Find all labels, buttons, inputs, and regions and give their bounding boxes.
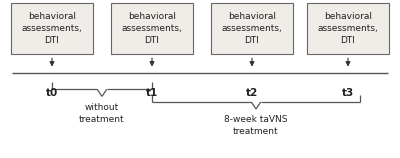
Text: 8-week taVNS
treatment: 8-week taVNS treatment [224,115,288,136]
FancyBboxPatch shape [111,3,193,54]
FancyBboxPatch shape [211,3,293,54]
FancyBboxPatch shape [11,3,93,54]
Text: behavioral
assessments,
DTI: behavioral assessments, DTI [122,12,182,45]
Text: behavioral
assessments,
DTI: behavioral assessments, DTI [318,12,378,45]
Text: without
treatment: without treatment [79,103,125,124]
Text: t0: t0 [46,88,58,98]
FancyBboxPatch shape [307,3,389,54]
Text: behavioral
assessments,
DTI: behavioral assessments, DTI [222,12,282,45]
Text: t2: t2 [246,88,258,98]
Text: t3: t3 [342,88,354,98]
Text: behavioral
assessments,
DTI: behavioral assessments, DTI [22,12,82,45]
Text: t1: t1 [146,88,158,98]
